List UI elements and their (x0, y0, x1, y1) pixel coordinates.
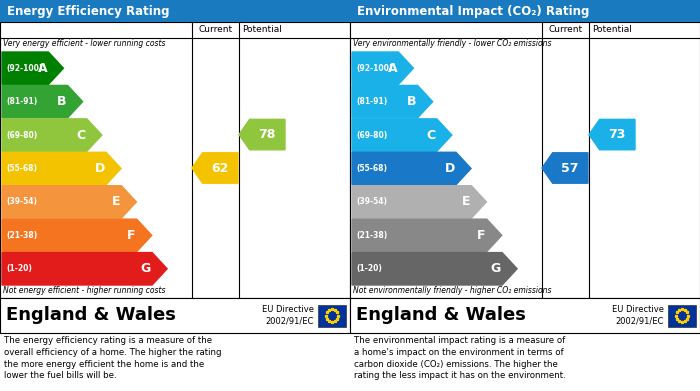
Polygon shape (352, 52, 414, 84)
Text: (92-100): (92-100) (6, 64, 43, 73)
Text: D: D (444, 162, 455, 175)
Text: A: A (388, 62, 398, 75)
Polygon shape (352, 152, 471, 185)
Text: Not environmentally friendly - higher CO₂ emissions: Not environmentally friendly - higher CO… (353, 286, 552, 295)
Text: (69-80): (69-80) (356, 131, 387, 140)
Polygon shape (2, 219, 152, 251)
Text: (92-100): (92-100) (356, 64, 393, 73)
Bar (318, 305, 346, 326)
Polygon shape (2, 186, 136, 218)
Bar (350, 22, 700, 298)
Text: E: E (462, 196, 470, 208)
Text: C: C (77, 129, 86, 142)
Text: Environmental Impact (CO₂) Rating: Environmental Impact (CO₂) Rating (357, 5, 589, 18)
Text: (39-54): (39-54) (356, 197, 387, 206)
Text: EU Directive
2002/91/EC: EU Directive 2002/91/EC (612, 305, 664, 326)
Text: England & Wales: England & Wales (356, 307, 526, 325)
Text: Very environmentally friendly - lower CO₂ emissions: Very environmentally friendly - lower CO… (353, 39, 552, 48)
Text: B: B (57, 95, 66, 108)
Polygon shape (352, 119, 452, 151)
Text: (81-91): (81-91) (6, 97, 37, 106)
Text: B: B (407, 95, 416, 108)
Text: (1-20): (1-20) (6, 264, 32, 273)
Text: England & Wales: England & Wales (6, 307, 176, 325)
Text: The energy efficiency rating is a measure of the
overall efficiency of a home. T: The energy efficiency rating is a measur… (4, 336, 221, 380)
Text: 62: 62 (211, 161, 229, 174)
Polygon shape (2, 52, 64, 84)
Text: G: G (491, 262, 501, 275)
Text: G: G (141, 262, 151, 275)
Text: Potential: Potential (593, 25, 632, 34)
Text: EU Directive
2002/91/EC: EU Directive 2002/91/EC (262, 305, 314, 326)
Polygon shape (352, 253, 517, 285)
Text: (81-91): (81-91) (356, 97, 387, 106)
Text: F: F (477, 229, 486, 242)
Bar (668, 305, 696, 326)
Polygon shape (2, 253, 167, 285)
Text: (21-38): (21-38) (6, 231, 37, 240)
Text: Potential: Potential (243, 25, 282, 34)
Bar (350, 0, 700, 22)
Polygon shape (542, 153, 588, 183)
Text: Current: Current (548, 25, 582, 34)
Text: E: E (112, 196, 120, 208)
Polygon shape (352, 85, 433, 118)
Bar (0, 0, 350, 22)
Text: D: D (94, 162, 105, 175)
Text: Current: Current (198, 25, 232, 34)
Text: C: C (427, 129, 436, 142)
Polygon shape (352, 219, 502, 251)
Text: (69-80): (69-80) (6, 131, 37, 140)
Text: (1-20): (1-20) (356, 264, 382, 273)
Polygon shape (2, 119, 101, 151)
Polygon shape (2, 152, 121, 185)
Text: Very energy efficient - lower running costs: Very energy efficient - lower running co… (3, 39, 165, 48)
Polygon shape (589, 119, 635, 150)
Text: (39-54): (39-54) (6, 197, 37, 206)
Bar (0, 22, 350, 298)
Text: 57: 57 (561, 161, 579, 174)
Polygon shape (352, 186, 486, 218)
Text: 73: 73 (608, 128, 626, 141)
Text: (21-38): (21-38) (356, 231, 387, 240)
Text: (55-68): (55-68) (356, 164, 387, 173)
Text: A: A (38, 62, 48, 75)
Text: (55-68): (55-68) (6, 164, 37, 173)
Polygon shape (2, 85, 83, 118)
Bar (0, 298, 350, 333)
Text: F: F (127, 229, 136, 242)
Polygon shape (192, 153, 238, 183)
Bar (350, 298, 700, 333)
Text: Energy Efficiency Rating: Energy Efficiency Rating (7, 5, 169, 18)
Text: The environmental impact rating is a measure of
a home's impact on the environme: The environmental impact rating is a mea… (354, 336, 566, 380)
Polygon shape (239, 119, 285, 150)
Text: Not energy efficient - higher running costs: Not energy efficient - higher running co… (3, 286, 165, 295)
Text: 78: 78 (258, 128, 276, 141)
